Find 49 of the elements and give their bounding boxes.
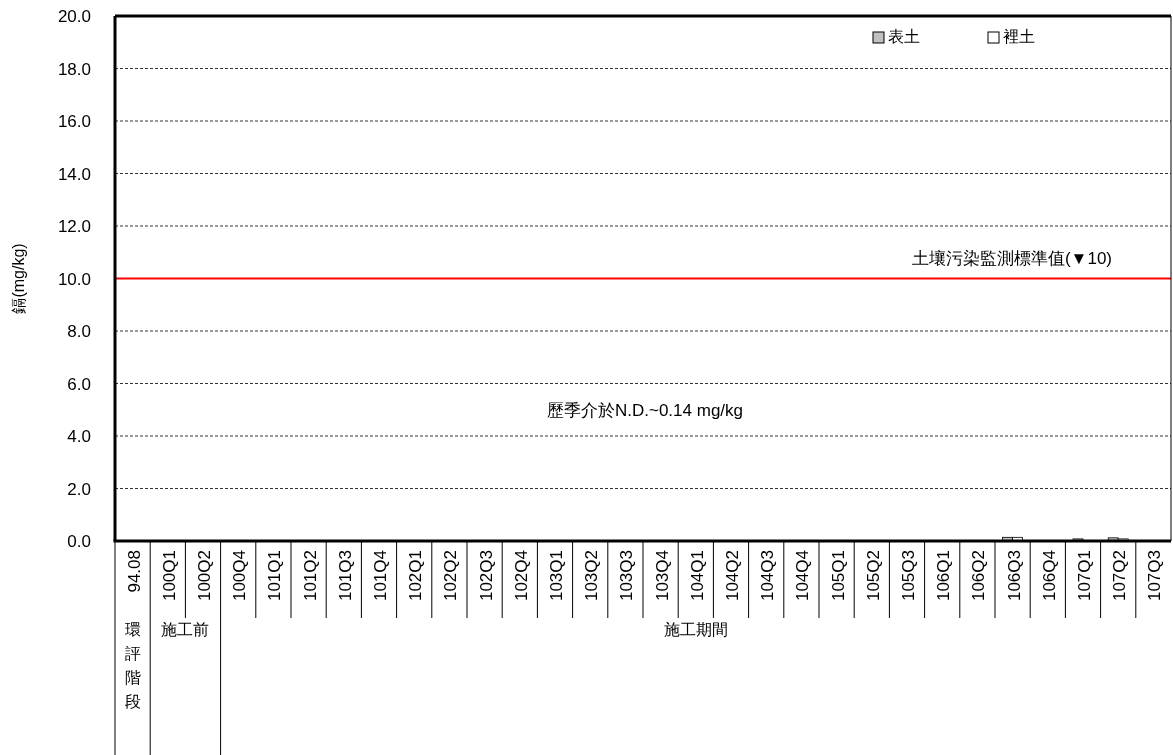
x-tick-label: 103Q2	[582, 550, 602, 602]
text: 環評階段	[124, 621, 141, 710]
x-tick-label: 104Q2	[723, 550, 742, 602]
text: 施工期間	[663, 621, 728, 638]
annotation: 歷季介於N.D.~0.14 mg/kg	[546, 400, 744, 420]
y-tick-label: 12.0	[57, 217, 91, 236]
x-tick-label: 105Q1	[828, 550, 848, 602]
y-tick-label: 10.0	[57, 269, 91, 289]
x-tick-label: 107Q3	[1145, 550, 1165, 602]
x-tick-label: 103Q3	[617, 550, 637, 602]
y-tick-label: 20.0	[57, 7, 91, 26]
legend-label: 裡土	[1003, 28, 1035, 45]
legend-label: 表土	[888, 28, 920, 45]
text: 施工前	[161, 621, 210, 638]
y-tick-label: 14.0	[57, 164, 91, 184]
x-tick-label: 103Q4	[652, 550, 672, 602]
x-tick-label: 102Q3	[476, 550, 496, 602]
y-tick-label: 6.0	[67, 374, 91, 394]
x-tick-label: 106Q3	[1004, 550, 1024, 602]
x-tick-label: 104Q1	[687, 550, 707, 602]
ref-line-label: 土壤污染監測標準值(▼10)	[911, 248, 1112, 268]
y-axis-title: 鎘(mg/kg)	[10, 243, 27, 314]
y-tick-label: 0.0	[67, 532, 91, 551]
x-tick-label: 102Q4	[511, 550, 531, 602]
x-tick-label: 105Q3	[899, 550, 918, 602]
x-tick-label: 106Q2	[969, 550, 989, 602]
x-tick-label: 100Q1	[159, 550, 179, 602]
x-tick-label: 106Q1	[934, 550, 954, 602]
y-tick-label: 16.0	[57, 112, 91, 131]
x-tick-label: 103Q1	[547, 550, 566, 602]
y-tick-label: 4.0	[67, 427, 91, 446]
x-tick-label: 106Q4	[1039, 550, 1059, 602]
y-tick-label: 18.0	[57, 59, 91, 79]
y-tick-label: 8.0	[67, 322, 91, 341]
x-tick-label: 102Q2	[441, 550, 461, 602]
x-tick-label: 101Q2	[300, 550, 320, 602]
x-tick-label: 107Q2	[1110, 550, 1130, 602]
x-tick-label: 94.08	[124, 550, 144, 593]
x-tick-label: 105Q2	[863, 550, 883, 602]
x-tick-label: 100Q4	[230, 550, 250, 602]
x-tick-label: 104Q3	[758, 550, 778, 602]
x-tick-label: 101Q3	[335, 550, 355, 602]
y-tick-label: 2.0	[67, 479, 91, 499]
x-tick-label: 104Q4	[793, 550, 813, 602]
x-tick-label: 102Q1	[406, 550, 426, 602]
x-tick-label: 100Q2	[195, 550, 214, 602]
x-tick-label: 107Q1	[1075, 550, 1094, 602]
x-tick-label: 101Q4	[371, 550, 390, 602]
x-tick-label: 101Q1	[265, 550, 285, 602]
